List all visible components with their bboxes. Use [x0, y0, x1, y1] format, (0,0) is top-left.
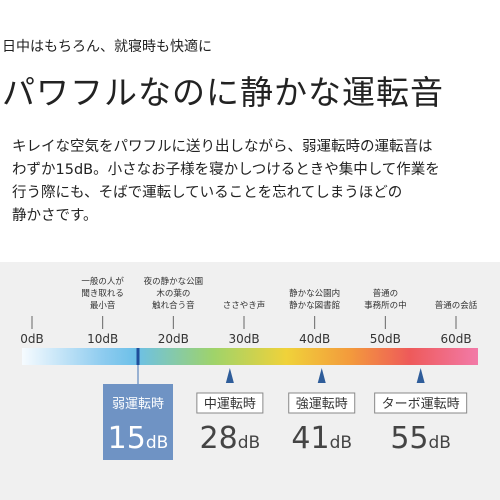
mode-number: 41	[291, 421, 329, 456]
mode-box	[103, 384, 173, 460]
tick-label: 60dB	[440, 332, 471, 346]
example-label: 一般の人が	[81, 276, 124, 287]
noise-scale: 0dB 10dB 20dB 30dB 40dB 50dB 60dB 一般の人が聞き取れる最小音…	[0, 262, 500, 500]
example-label: 最小音	[90, 300, 116, 311]
body-line: わずか15dB。小さなお子様を寝かしつけるときや集中して作業を	[12, 162, 440, 178]
example-label: 静かな公園内	[289, 288, 340, 299]
body-text: キレイな空気をパワフルに送り出しながら、弱運転時の運転音は わずか15dB。小さ…	[12, 136, 440, 228]
gradient-bar	[22, 348, 478, 365]
mode-value: 41dB	[291, 421, 352, 456]
headline: パワフルなのに静かな運転音	[2, 73, 444, 112]
mode-name: 中運転時	[204, 397, 256, 412]
example-label: 普通の会話	[435, 300, 478, 311]
mode-value: 55dB	[390, 421, 451, 456]
tick-label: 40dB	[299, 332, 330, 346]
mode-name: ターボ運転時	[382, 397, 460, 412]
tick-label: 20dB	[158, 332, 189, 346]
tick-label: 50dB	[370, 332, 401, 346]
mode-marker	[317, 368, 326, 383]
example-label: 木の葉の	[156, 288, 190, 299]
mode-value: 28dB	[200, 421, 261, 456]
mode-marker	[225, 368, 234, 383]
mode-box	[196, 392, 264, 414]
mode-number: 15	[108, 421, 146, 456]
lead-text: 日中はもちろん、就寝時も快適に	[2, 39, 212, 55]
mode-box	[374, 392, 468, 414]
mode-value: 15dB	[108, 421, 169, 456]
tick-label: 30dB	[228, 332, 259, 346]
mode-number: 55	[390, 421, 428, 456]
example-label: 静かな図書館	[289, 300, 340, 311]
mode-unit: dB	[429, 433, 451, 453]
mode-box	[288, 392, 356, 414]
example-label: 触れ合う音	[152, 300, 195, 311]
example-label: 夜の静かな公園	[144, 276, 204, 287]
mode-unit: dB	[146, 433, 168, 453]
example-label: 普通の	[373, 288, 399, 299]
body-line: 静かさです。	[12, 208, 98, 224]
panel	[0, 262, 500, 500]
tick-label: 0dB	[20, 332, 43, 346]
mode-unit: dB	[238, 433, 260, 453]
mode-unit: dB	[330, 433, 352, 453]
mode-name: 弱運転時	[112, 397, 164, 412]
body-line: キレイな空気をパワフルに送り出しながら、弱運転時の運転音は	[12, 139, 433, 155]
mode-number: 28	[200, 421, 238, 456]
body-line: 行う際にも、そばで運転していることを忘れてしまうほどの	[12, 185, 403, 201]
tick-label: 10dB	[87, 332, 118, 346]
example-label: 聞き取れる	[81, 289, 124, 299]
mode-name: 強運転時	[296, 397, 348, 412]
mode-marker	[416, 368, 425, 383]
example-label: ささやき声	[223, 300, 266, 311]
example-label: 事務所の中	[364, 300, 407, 311]
